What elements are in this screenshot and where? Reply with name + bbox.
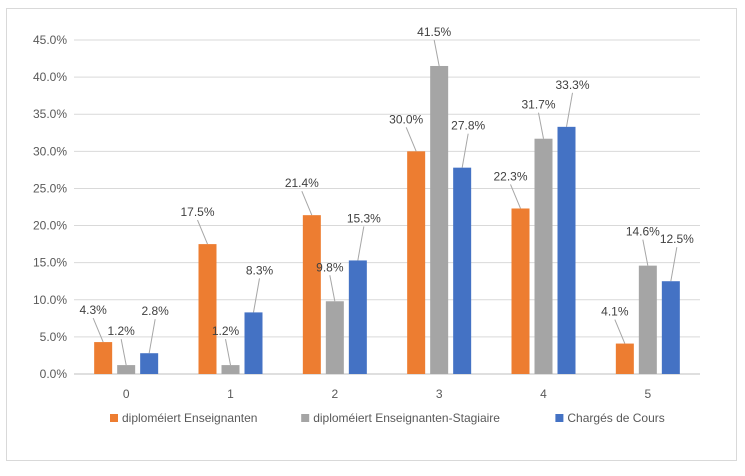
leader-line — [197, 219, 208, 245]
y-axis: 0.0% 5.0% 10.0% 15.0% 20.0% 25.0% 30.0% 35.0% 40… — [33, 33, 67, 381]
y-tick-label: 0.0% — [40, 367, 68, 381]
data-label: 1.2% — [212, 324, 240, 338]
data-label: 4.3% — [79, 303, 107, 317]
leader-line — [405, 127, 417, 152]
bar — [407, 151, 426, 374]
leader-line — [461, 133, 469, 168]
bar — [198, 244, 217, 374]
data-label: 12.5% — [660, 232, 694, 246]
bar — [325, 301, 344, 374]
y-tick-label: 25.0% — [33, 181, 67, 195]
legend-label: diploméiert Enseignanten-Stagiaire — [313, 411, 500, 425]
data-label: 27.8% — [451, 119, 485, 133]
data-label: 14.6% — [626, 225, 660, 239]
leader-line — [225, 338, 231, 366]
x-tick-label: 4 — [540, 387, 547, 401]
leader-line — [433, 39, 440, 67]
legend-swatch — [301, 414, 310, 422]
y-tick-label: 40.0% — [33, 70, 67, 84]
legend-swatch — [110, 414, 118, 422]
leader-line — [92, 317, 104, 343]
bar — [615, 343, 634, 374]
bar — [94, 342, 113, 374]
data-labels: 4.3% 17.5% 21.4% 30.0% 22.3% 4.1% 1.2% 1.2% 9.8%… — [79, 25, 694, 338]
bar — [140, 353, 159, 374]
data-label: 21.4% — [285, 176, 319, 190]
bar — [638, 265, 657, 374]
legend-label: Chargés de Cours — [567, 411, 664, 425]
leader-line — [301, 190, 313, 216]
data-label: 8.3% — [246, 263, 274, 277]
leader-line — [566, 92, 573, 127]
x-tick-label: 0 — [123, 387, 130, 401]
legend: diploméiert Enseignanten diploméiert Ense… — [110, 411, 665, 425]
bar — [661, 281, 680, 374]
x-axis: 0 1 2 3 4 5 — [123, 387, 652, 401]
data-label: 9.8% — [316, 260, 344, 274]
leader-line — [510, 184, 521, 209]
data-label: 31.7% — [521, 98, 555, 112]
data-label: 2.8% — [141, 304, 169, 318]
y-tick-label: 5.0% — [40, 330, 68, 344]
data-label: 4.1% — [601, 305, 629, 319]
bars — [94, 65, 680, 374]
y-tick-label: 35.0% — [33, 107, 67, 121]
bar — [244, 312, 263, 374]
data-label: 33.3% — [555, 78, 589, 92]
y-tick-label: 30.0% — [33, 144, 67, 158]
bar — [557, 126, 576, 374]
bar — [117, 365, 136, 374]
data-label: 1.2% — [107, 324, 135, 338]
leader-line — [357, 226, 365, 261]
leader-line — [670, 247, 678, 282]
x-tick-label: 3 — [436, 387, 443, 401]
y-tick-label: 20.0% — [33, 219, 67, 233]
data-label: 41.5% — [417, 25, 451, 39]
leader-lines — [92, 39, 678, 366]
leader-line — [642, 239, 649, 266]
bar — [221, 365, 240, 374]
leader-line — [614, 319, 626, 344]
bar — [302, 215, 321, 374]
data-label: 15.3% — [347, 211, 381, 225]
bar — [348, 260, 367, 374]
y-tick-label: 45.0% — [33, 33, 67, 47]
leader-line — [329, 275, 336, 302]
bar — [430, 65, 449, 374]
legend-swatch — [555, 414, 564, 422]
gridlines — [74, 39, 700, 375]
bar — [534, 138, 553, 374]
x-tick-label: 2 — [331, 387, 338, 401]
bar — [453, 167, 472, 374]
bar — [511, 208, 530, 374]
y-tick-label: 10.0% — [33, 293, 67, 307]
legend-label: diploméiert Enseignanten — [122, 411, 257, 425]
data-label: 30.0% — [389, 112, 423, 126]
leader-line — [120, 338, 127, 366]
chart-frame — [6, 8, 737, 461]
x-tick-label: 1 — [227, 387, 234, 401]
y-tick-label: 15.0% — [33, 256, 67, 270]
x-tick-label: 5 — [644, 387, 651, 401]
data-label: 22.3% — [493, 169, 527, 183]
data-label: 17.5% — [180, 205, 214, 219]
leader-line — [148, 319, 156, 354]
leader-line — [253, 278, 260, 313]
leader-line — [538, 112, 544, 139]
